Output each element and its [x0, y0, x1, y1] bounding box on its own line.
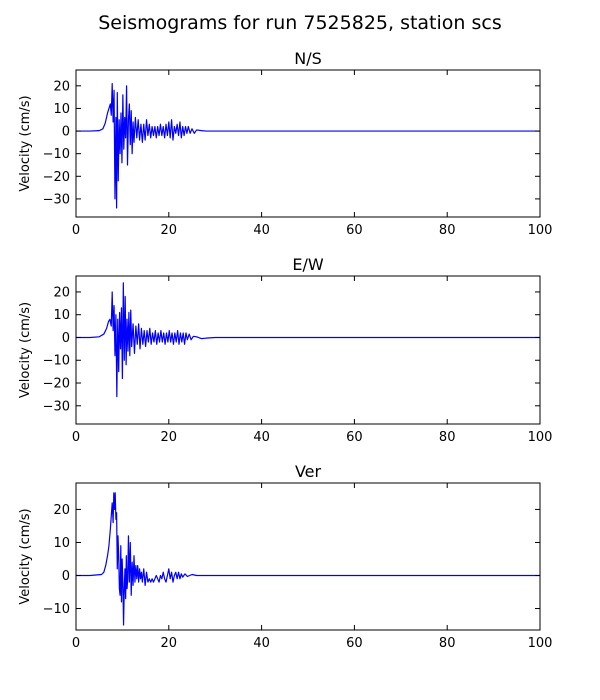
series-line — [76, 82, 540, 209]
y-axis-label: Velocity (cm/s) — [18, 508, 33, 604]
y-tick-label: −10 — [43, 602, 70, 617]
y-tick-label: −30 — [43, 192, 70, 207]
y-tick-label: 20 — [53, 285, 70, 300]
panel-title: N/S — [294, 49, 322, 68]
x-tick-label: 20 — [161, 636, 178, 651]
y-tick-label: −20 — [43, 377, 70, 392]
y-tick-label: 0 — [62, 569, 70, 584]
x-tick-label: 80 — [439, 223, 456, 238]
x-tick-label: 60 — [346, 636, 363, 651]
axes-frame — [75, 69, 541, 218]
y-tick-label: −20 — [43, 170, 70, 185]
x-tick-label: 0 — [72, 223, 80, 238]
panel-2: E/W 0 20 40 60 80 100 −30 −20 −10 0 10 20 Velocity (c… — [18, 255, 552, 445]
y-axis-label: Velocity (cm/s) — [18, 302, 33, 398]
y-tick-label: −10 — [43, 354, 70, 369]
x-tick-label: 40 — [253, 223, 270, 238]
x-tick-label: 20 — [161, 430, 178, 445]
axes-frame — [75, 275, 541, 425]
x-tick-label: 0 — [72, 636, 80, 651]
y-tick-label: 10 — [53, 102, 70, 117]
figure-title: Seismograms for run 7525825, station scs — [98, 12, 502, 34]
series-line — [76, 282, 540, 398]
panel-1: N/S 0 20 40 60 80 100 −30 −20 −10 0 10 20 Velocity (c… — [18, 49, 552, 238]
panel-title: Ver — [295, 462, 322, 481]
y-axis-label: Velocity (cm/s) — [18, 95, 33, 191]
x-tick-label: 40 — [253, 636, 270, 651]
x-tick-label: 100 — [528, 636, 553, 651]
axes-frame — [75, 482, 541, 631]
y-tick-label: 10 — [53, 536, 70, 551]
y-tick-label: −30 — [43, 399, 70, 414]
y-tick-label: −10 — [43, 147, 70, 162]
x-tick-label: 100 — [528, 223, 553, 238]
series-line — [76, 492, 540, 626]
y-tick-label: 0 — [62, 125, 70, 140]
panel-title: E/W — [292, 255, 324, 274]
x-tick-label: 80 — [439, 430, 456, 445]
panel-3: Ver 0 20 40 60 80 100 −10 0 10 20 Velocity (cm/s) — [18, 462, 552, 651]
x-tick-label: 20 — [161, 223, 178, 238]
x-tick-label: 60 — [346, 223, 363, 238]
x-tick-label: 100 — [528, 430, 553, 445]
x-tick-label: 80 — [439, 636, 456, 651]
y-tick-label: 20 — [53, 503, 70, 518]
x-tick-label: 40 — [253, 430, 270, 445]
y-tick-label: 10 — [53, 308, 70, 323]
x-tick-label: 0 — [72, 430, 80, 445]
y-tick-label: 20 — [53, 79, 70, 94]
y-tick-label: 0 — [62, 331, 70, 346]
x-tick-label: 60 — [346, 430, 363, 445]
